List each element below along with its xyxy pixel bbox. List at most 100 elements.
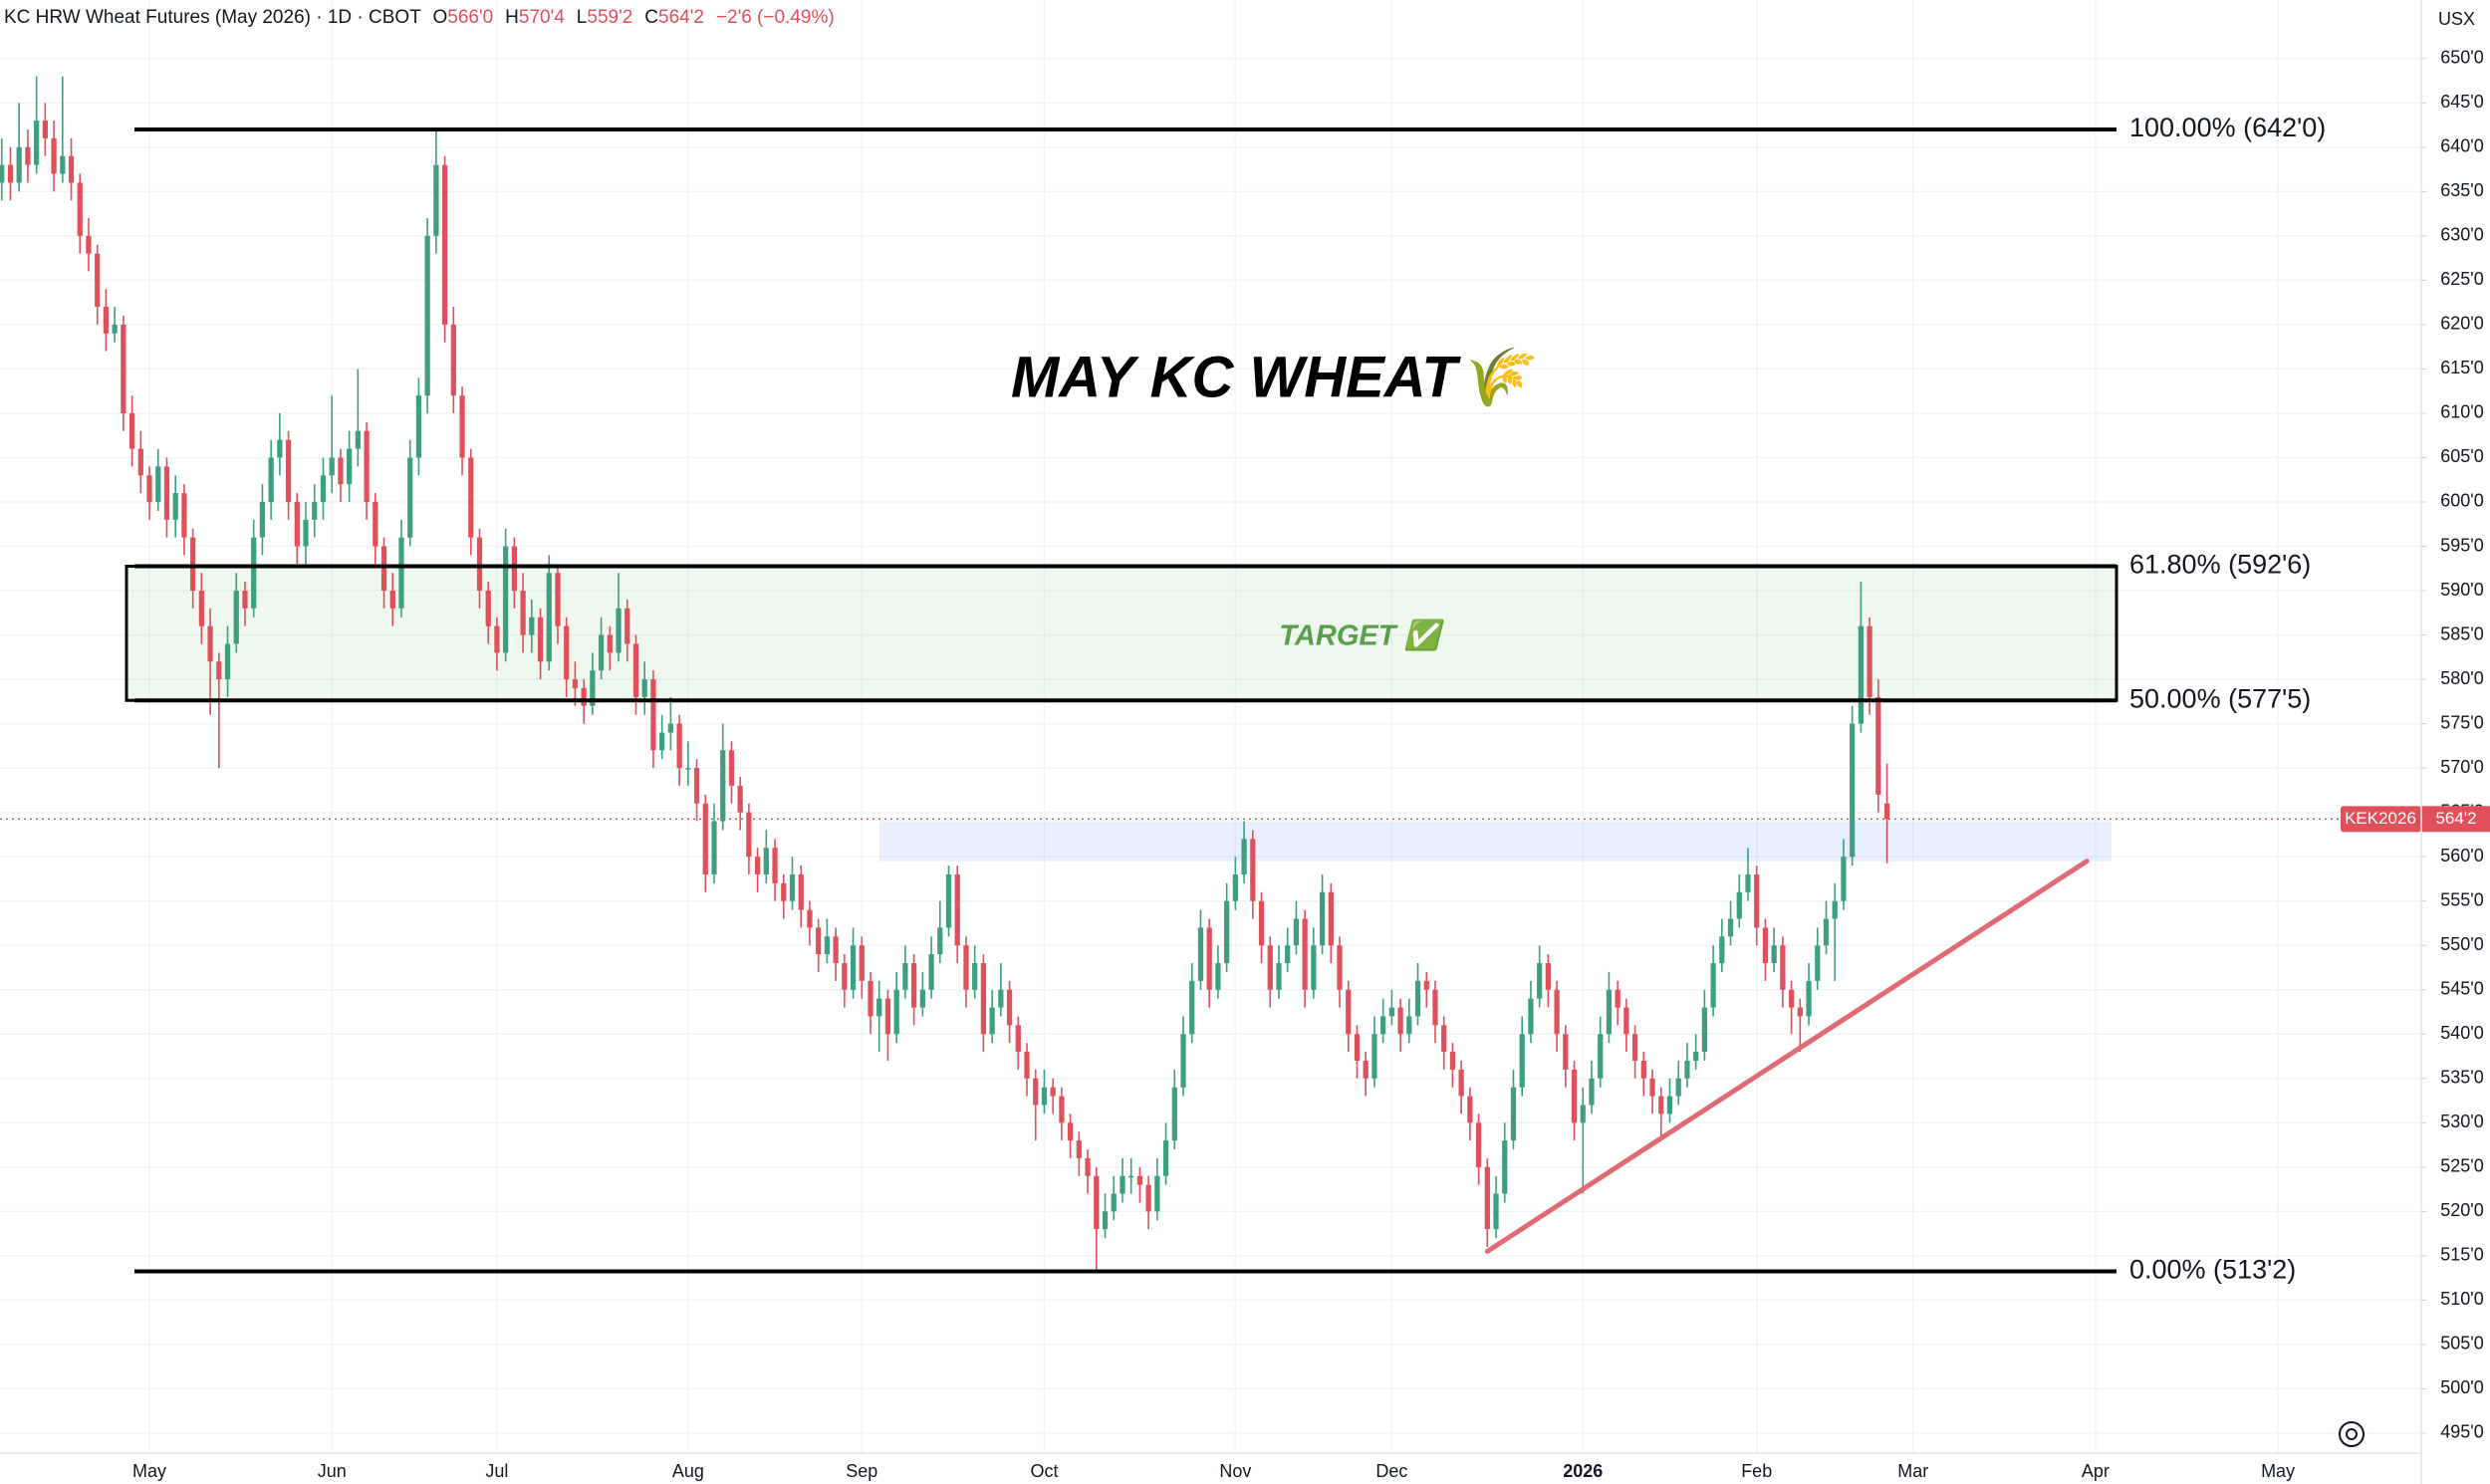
candle-body — [424, 235, 430, 396]
candle-body — [807, 909, 813, 928]
candle-body — [998, 989, 1004, 1008]
x-tick-label: May — [2261, 1461, 2295, 1481]
candle-body — [1563, 1034, 1569, 1070]
candle-body — [659, 732, 665, 751]
last-price-tag — [2421, 806, 2490, 833]
candle-body — [598, 634, 605, 671]
candle-body — [1762, 927, 1769, 964]
candle-body — [1701, 1007, 1707, 1053]
x-tick-label: Nov — [1219, 1461, 1251, 1481]
candle-body — [441, 164, 448, 325]
candle-body — [693, 768, 700, 804]
candle-body — [1719, 936, 1725, 964]
candle-body — [373, 501, 378, 547]
candle-body — [1771, 945, 1777, 964]
candle-body — [1598, 1034, 1604, 1079]
candle-body — [1458, 1069, 1464, 1097]
candle-body — [60, 155, 66, 174]
candle-body — [972, 963, 978, 990]
settings-icon[interactable] — [2339, 1421, 2365, 1447]
candle-body — [1145, 1184, 1151, 1212]
candle-body — [137, 448, 143, 476]
candle-body — [720, 750, 726, 822]
candle-body — [216, 661, 222, 680]
candle-body — [789, 873, 796, 901]
candle-body — [1797, 1007, 1803, 1017]
candle-body — [1615, 989, 1620, 1008]
candle-body — [320, 475, 327, 502]
candle-body — [520, 591, 526, 635]
candle-body — [190, 537, 196, 592]
candle-body — [1571, 1069, 1578, 1123]
y-tick-label: 555'0 — [2440, 889, 2483, 909]
y-tick-label: 525'0 — [2440, 1156, 2483, 1176]
candle-body — [1354, 1034, 1361, 1061]
candle-body — [919, 989, 925, 1008]
candle-body — [268, 457, 274, 502]
y-tick-label: 575'0 — [2440, 712, 2483, 732]
candle-body — [459, 395, 465, 458]
candle-body — [303, 519, 309, 547]
candles — [0, 76, 1890, 1272]
candle-body — [850, 945, 857, 990]
candle-body — [564, 625, 570, 680]
candle-body — [676, 723, 682, 769]
candle-body — [1684, 1060, 1690, 1079]
annotation-title: MAY KC WHEAT🌾 — [1011, 345, 1539, 409]
candle-body — [503, 546, 509, 653]
ohlc-value: 566'0 — [447, 7, 493, 28]
candle-body — [380, 546, 387, 592]
candle-body — [1068, 1122, 1074, 1141]
y-tick-label: 610'0 — [2440, 402, 2483, 422]
candle-body — [1832, 900, 1838, 919]
candle-body — [1224, 900, 1230, 964]
candle-body — [1528, 998, 1534, 1035]
candle-body — [1666, 1096, 1673, 1114]
x-tick-label: Sep — [846, 1461, 877, 1481]
candle-body — [1050, 1087, 1056, 1097]
zones — [0, 565, 2421, 862]
candle-body — [1258, 900, 1265, 946]
candle-body — [884, 998, 891, 1035]
candle-body — [641, 679, 647, 697]
candle-body — [163, 466, 170, 520]
candle-body — [1875, 696, 1881, 795]
candle-body — [798, 873, 804, 910]
candle-body — [1215, 963, 1221, 990]
candle-body — [1024, 1052, 1030, 1079]
candle-body — [86, 235, 92, 254]
candle-body — [737, 785, 743, 813]
candle-body — [1154, 1175, 1160, 1212]
candle-body — [1631, 1034, 1638, 1061]
candle-body — [1519, 1034, 1525, 1088]
candle-body — [1197, 927, 1204, 981]
y-tick-label: 645'0 — [2440, 92, 2483, 112]
y-tick-label: 590'0 — [2440, 580, 2483, 600]
trendline — [1484, 859, 2090, 1254]
candle-body — [1041, 1087, 1048, 1106]
candle-body — [1085, 1157, 1091, 1176]
candle-body — [868, 980, 873, 1017]
candle-body — [607, 634, 613, 653]
candle-body — [833, 936, 839, 964]
candle-body — [207, 625, 213, 662]
candle-body — [347, 448, 353, 485]
candle-body — [1580, 1105, 1586, 1123]
y-tick-label: 545'0 — [2440, 978, 2483, 998]
candle-body — [1250, 839, 1256, 901]
candle-body — [824, 936, 831, 955]
candle-body — [476, 537, 483, 592]
candle-body — [146, 475, 152, 502]
candle-body — [1293, 918, 1300, 946]
candle-body — [485, 591, 491, 626]
candle-body — [1823, 918, 1830, 946]
y-tick-label: 560'0 — [2440, 846, 2483, 866]
candle-body — [16, 146, 22, 183]
x-tick-label: 2026 — [1563, 1461, 1603, 1481]
fib-label: 50.00% (577'5) — [2129, 683, 2311, 713]
candle-body — [555, 573, 561, 626]
candle-body — [1363, 1060, 1369, 1079]
